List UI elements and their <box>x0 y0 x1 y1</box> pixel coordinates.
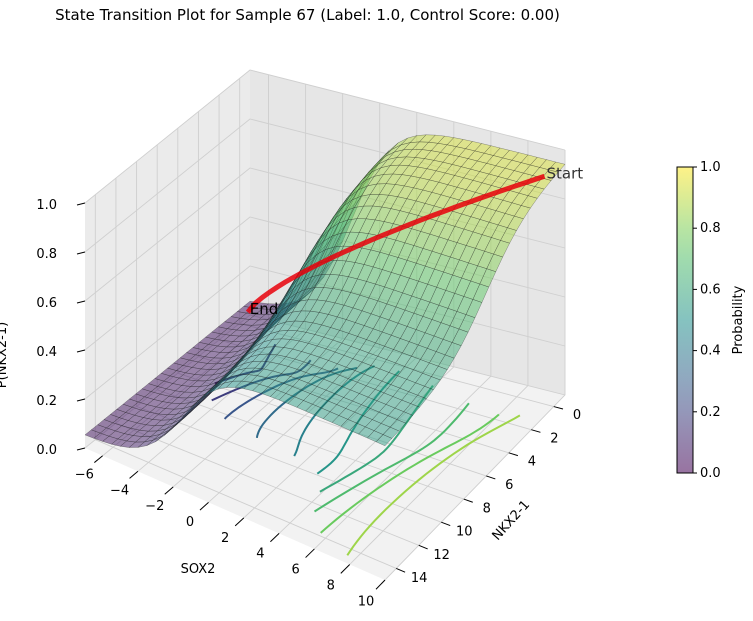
grid-line-z <box>84 69 566 204</box>
x-tick-label: 2 <box>221 531 229 546</box>
x-tick-label: −6 <box>75 468 94 483</box>
colorbar-tick-label: 0.4 <box>700 344 721 359</box>
end-label: End <box>250 300 279 318</box>
x-tick-label: 10 <box>358 594 375 609</box>
y-tick-label: 6 <box>505 478 513 493</box>
x-tick-label: 6 <box>291 563 299 578</box>
colorbar-tick-label: 1.0 <box>700 160 721 175</box>
colorbar-tick-label: 0.8 <box>700 221 721 236</box>
x-tick-mark <box>234 517 245 527</box>
y-tick-mark <box>463 498 473 503</box>
surface-cell <box>84 429 101 439</box>
z-tick-label: 0.6 <box>36 296 57 311</box>
z-tick-label: 1.0 <box>36 198 57 213</box>
floor-curve <box>346 414 521 556</box>
plot-3d: StartEnd−6−4−20246810024681012140.00.20.… <box>0 69 584 609</box>
y-tick-label: 12 <box>433 548 450 563</box>
y-tick-label: 14 <box>411 571 428 586</box>
x-tick-mark <box>164 486 174 495</box>
floor-curve <box>320 413 500 534</box>
x-tick-mark <box>340 564 351 574</box>
colorbar-gradient <box>676 166 694 474</box>
z-tick-mark <box>76 202 86 206</box>
trajectory-line <box>245 173 546 314</box>
z-tick-label: 0.4 <box>36 345 57 360</box>
y-tick-label: 10 <box>456 525 473 540</box>
chart-title: State Transition Plot for Sample 67 (Lab… <box>55 6 560 24</box>
colorbar-tick-label: 0.6 <box>700 282 721 297</box>
x-axis-label: SOX2 <box>181 562 216 577</box>
z-tick-mark <box>76 447 86 451</box>
x-tick-label: −4 <box>110 483 129 498</box>
y-tick-mark <box>486 475 496 480</box>
y-tick-mark <box>396 567 406 573</box>
y-tick-mark <box>418 544 428 550</box>
tick-labels: −6−4−20246810024681012140.00.20.40.60.81… <box>36 198 581 609</box>
left-pane <box>85 70 250 448</box>
z-tick-label: 0.2 <box>36 394 57 409</box>
z-tick-mark <box>76 251 86 255</box>
y-tick-mark <box>531 429 541 433</box>
floor-curve <box>313 402 470 513</box>
x-tick-label: 0 <box>186 515 194 530</box>
x-tick-label: 8 <box>327 578 335 593</box>
y-tick-mark <box>441 521 451 527</box>
x-tick-label: 4 <box>256 547 264 562</box>
x-tick-mark <box>305 548 315 558</box>
colorbar: 0.0 0.2 0.4 0.6 0.8 1.0 Probability <box>676 160 746 481</box>
x-tick-mark <box>270 533 280 543</box>
y-tick-label: 8 <box>483 501 491 516</box>
y-tick-label: 4 <box>528 455 536 470</box>
z-axis-label: P(NKX2-1) <box>0 322 10 388</box>
y-tick-label: 2 <box>550 431 558 446</box>
y-tick-mark <box>508 452 519 457</box>
z-tick-label: 0.8 <box>36 247 57 262</box>
x-tick-label: −2 <box>145 499 164 514</box>
x-tick-mark <box>375 579 386 590</box>
z-tick-mark <box>76 300 86 304</box>
colorbar-tick-label: 0.2 <box>700 405 721 420</box>
start-label: Start <box>547 164 584 182</box>
y-tick-mark <box>553 406 564 410</box>
x-tick-mark <box>199 501 209 511</box>
y-axis-label: NKX2-1 <box>490 498 534 544</box>
z-tick-mark <box>76 349 86 353</box>
x-tick-mark <box>94 455 103 463</box>
x-tick-mark <box>129 470 139 479</box>
y-tick-label: 0 <box>573 408 581 423</box>
z-tick-label: 0.0 <box>36 443 57 458</box>
colorbar-tick-label: 0.0 <box>700 466 721 481</box>
colorbar-label: Probability <box>731 285 746 354</box>
z-tick-mark <box>76 398 86 402</box>
